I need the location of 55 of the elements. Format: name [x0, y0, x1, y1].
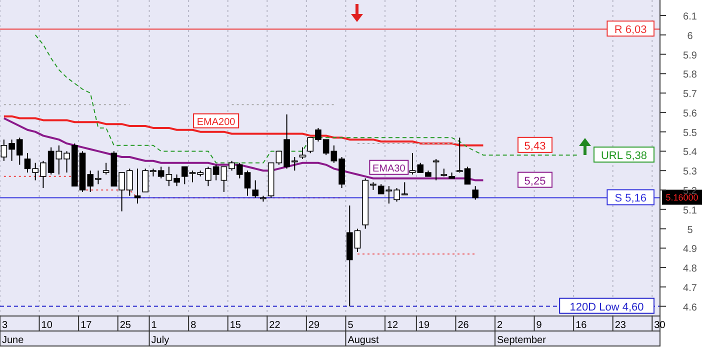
- line-series: [2, 117, 484, 182]
- y-tick-label: 4.7: [683, 282, 698, 294]
- candlestick: [134, 168, 141, 204]
- x-tick-label: 3: [2, 320, 8, 331]
- line-series: [2, 115, 484, 146]
- y-tick-label: 5.6: [683, 108, 698, 120]
- x-tick-label: 10: [41, 320, 53, 331]
- line-series: [34, 34, 578, 164]
- candlestick: [378, 184, 384, 194]
- annotation: 5.16000: [666, 192, 698, 203]
- y-tick-label: 5.5: [683, 128, 698, 139]
- x-tick-label: 5: [348, 320, 354, 331]
- x-tick-label: 17: [80, 320, 92, 331]
- ref-line-label: R 6,03: [614, 24, 647, 36]
- annotation: 5,25: [524, 175, 546, 188]
- y-tick-label: 5.3: [683, 166, 698, 178]
- text: September: [497, 335, 547, 346]
- text: June: [2, 335, 24, 346]
- candlestick: [299, 146, 306, 160]
- x-tick-label: 23: [614, 320, 626, 331]
- x-tick-label: 19: [418, 320, 430, 331]
- x-tick-label: 26: [458, 320, 470, 331]
- y-tick-label: 4.8: [683, 264, 698, 275]
- annotation: URL 5,38: [600, 150, 648, 162]
- x-tick-label: 25: [120, 320, 132, 331]
- y-tick-label: 4.6: [683, 302, 698, 314]
- x-tick-label: 8: [190, 320, 197, 331]
- x-tick-label: 22: [269, 320, 281, 331]
- y-tick-label: 5.9: [683, 50, 698, 62]
- y-tick-label: 5.4: [683, 147, 698, 158]
- x-tick-label: 16: [576, 320, 588, 331]
- candlestick: [472, 186, 479, 200]
- x-tick-label: 2: [497, 320, 503, 331]
- text: August: [348, 335, 380, 346]
- text: July: [151, 335, 170, 346]
- x-tick-label: 29: [308, 320, 320, 331]
- y-tick-label: 5: [687, 224, 694, 236]
- candlestick: [102, 162, 110, 175]
- y-tick-label: 5.7: [683, 89, 698, 100]
- y-tick-label: 6: [687, 30, 694, 42]
- y-tick-label: 5.1: [683, 205, 698, 216]
- y-tick-label: 6.1: [683, 12, 698, 23]
- candlestick: [432, 158, 440, 181]
- ref-line-label: 120D Low 4,60: [570, 301, 644, 314]
- series-label: EMA30: [372, 163, 406, 174]
- x-tick-label: 12: [387, 320, 399, 331]
- annotation: 5,43: [524, 140, 546, 152]
- series-label: EMA200: [196, 116, 236, 128]
- x-tick-label: 9: [536, 320, 542, 331]
- candlestick: [252, 180, 259, 198]
- y-tick-label: 4.9: [683, 244, 698, 256]
- x-tick-label: 15: [230, 320, 242, 331]
- y-tick-label: 5.8: [683, 70, 698, 81]
- x-tick-label: 1: [151, 320, 158, 331]
- ref-line-label: S 5,16: [614, 192, 647, 205]
